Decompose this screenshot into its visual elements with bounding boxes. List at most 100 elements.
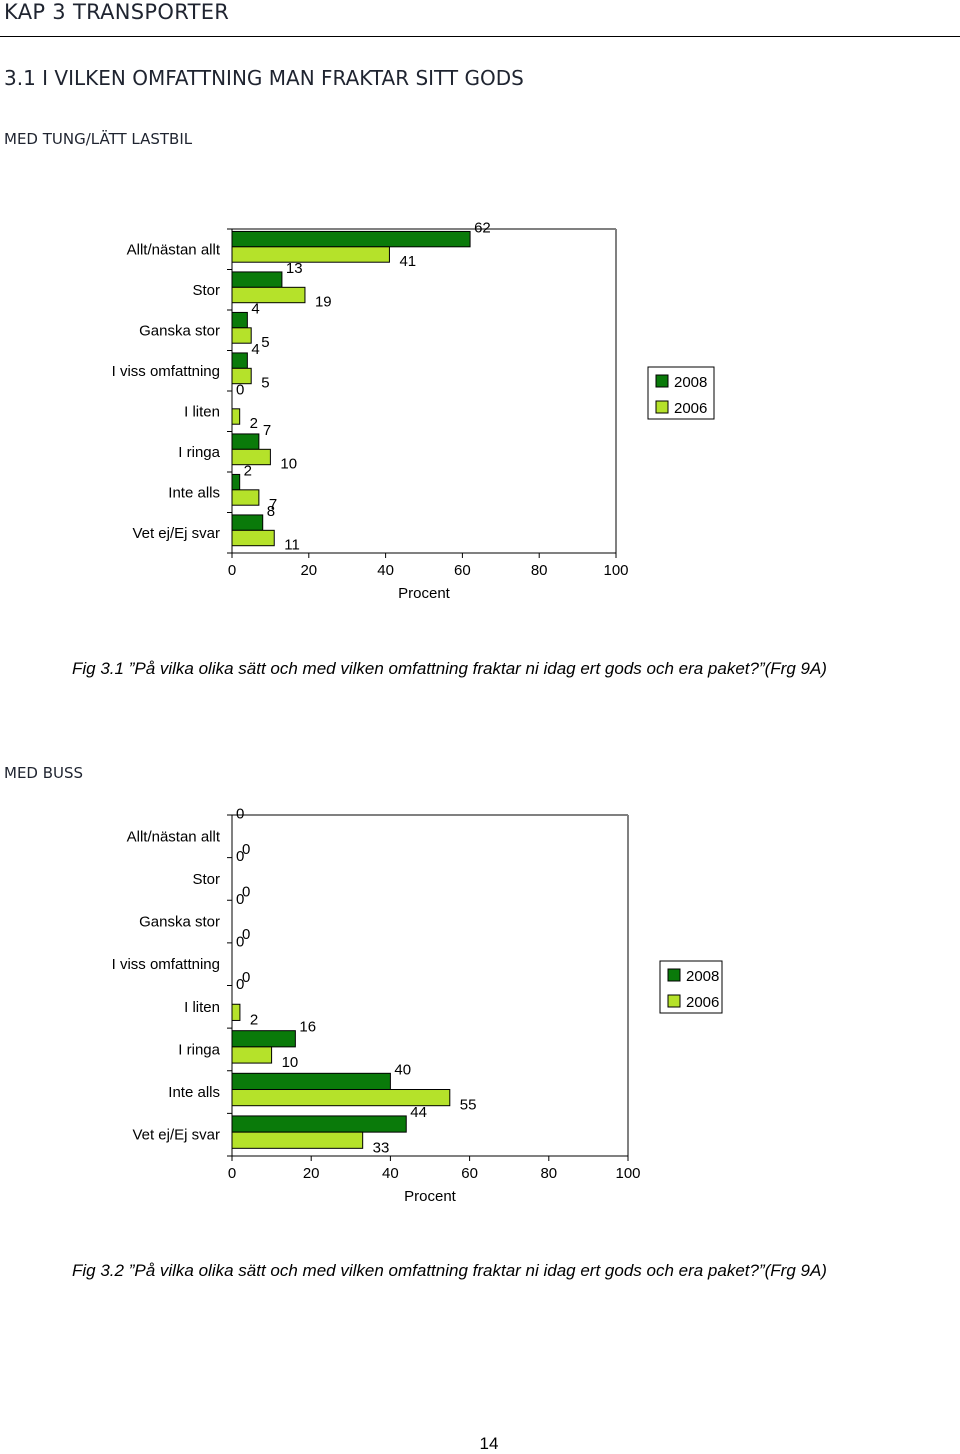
data-label: 62 — [474, 219, 491, 236]
data-label: 2 — [250, 1011, 258, 1028]
legend-swatch-2006 — [655, 400, 669, 414]
data-label: 2 — [250, 415, 258, 432]
bar-2006 — [231, 1003, 241, 1021]
data-label: 0 — [242, 926, 250, 943]
data-label: 13 — [286, 260, 303, 277]
data-label: 0 — [242, 884, 250, 901]
data-label: 7 — [269, 496, 277, 513]
category-label: Inte alls — [168, 484, 220, 501]
data-label: 41 — [399, 253, 416, 270]
legend-label: 2006 — [674, 400, 707, 417]
category-label: I ringa — [178, 444, 220, 461]
section-heading: 3.1 I VILKEN OMFATTNING MAN FRAKTAR SITT… — [4, 66, 524, 90]
category-label: Vet ej/Ej svar — [132, 525, 220, 542]
data-label: 44 — [410, 1104, 427, 1121]
figure-caption-2: Fig 3.2 ”På vilka olika sätt och med vil… — [72, 1261, 827, 1280]
bar-2006 — [231, 1131, 364, 1149]
data-label: 8 — [267, 503, 275, 520]
bar-2008 — [231, 352, 248, 369]
category-label: Vet ej/Ej svar — [132, 1127, 220, 1144]
legend-swatch-2006 — [667, 994, 681, 1008]
category-label: Stor — [192, 871, 220, 888]
legend-label: 2008 — [674, 374, 707, 391]
data-label: 0 — [236, 976, 244, 993]
x-tick-label: 20 — [303, 1165, 320, 1182]
data-label: 7 — [263, 422, 271, 439]
bar-2008 — [231, 1030, 296, 1048]
category-label: I liten — [184, 999, 220, 1016]
bar-2006 — [231, 529, 275, 547]
data-label: 16 — [299, 1019, 316, 1036]
bar-2006 — [231, 1089, 451, 1107]
bar-2006 — [231, 246, 390, 263]
bar-2008 — [231, 433, 260, 450]
data-label: 10 — [280, 456, 297, 473]
bar-2008 — [231, 1072, 391, 1091]
bar-2006 — [231, 327, 252, 344]
bar-2006 — [231, 1046, 273, 1064]
data-label: 0 — [242, 969, 250, 986]
figure-caption-1: Fig 3.1 ”På vilka olika sätt och med vil… — [72, 659, 827, 678]
data-label: 0 — [236, 381, 244, 398]
data-label: 19 — [315, 294, 332, 311]
data-label: 4 — [251, 300, 259, 317]
x-tick-label: 100 — [615, 1165, 640, 1182]
category-label: Inte alls — [168, 1084, 220, 1101]
bar-2006 — [231, 286, 306, 304]
bar-2006 — [231, 448, 271, 466]
category-label: Allt/nästan allt — [127, 828, 221, 845]
subsection-heading-bus: MED BUSS — [4, 764, 84, 782]
data-label: 0 — [236, 933, 244, 950]
category-label: Ganska stor — [139, 322, 220, 339]
data-label: 0 — [236, 848, 244, 865]
data-label: 4 — [251, 341, 259, 358]
category-label: Stor — [192, 282, 220, 299]
x-tick-label: 80 — [540, 1165, 557, 1182]
bar-2008 — [231, 311, 248, 329]
category-label: I liten — [184, 403, 220, 420]
x-tick-label: 0 — [228, 1165, 236, 1182]
legend-label: 2006 — [686, 994, 719, 1011]
chapter-heading: KAP 3 TRANSPORTER — [4, 0, 230, 24]
x-tick-label: 40 — [377, 562, 394, 579]
category-label: Ganska stor — [139, 914, 220, 931]
bar-2006 — [231, 489, 260, 506]
x-tick-label: 40 — [382, 1165, 399, 1182]
data-label: 0 — [236, 806, 244, 823]
data-label: 33 — [373, 1139, 390, 1156]
category-label: I ringa — [178, 1041, 220, 1058]
subsection-heading-truck: MED TUNG/LÄTT LASTBIL — [4, 130, 193, 148]
data-label: 0 — [242, 841, 250, 858]
legend-label: 2008 — [686, 968, 719, 985]
category-label: I viss omfattning — [112, 363, 220, 380]
bar-2006 — [231, 367, 252, 385]
bar-2008 — [231, 230, 471, 248]
data-label: 40 — [394, 1061, 411, 1078]
x-tick-label: 60 — [454, 562, 471, 579]
bar-2008 — [231, 271, 283, 288]
x-tick-label: 100 — [603, 562, 628, 579]
legend-swatch-2008 — [655, 374, 669, 388]
chapter-rule — [0, 36, 960, 37]
x-tick-label: 20 — [300, 562, 317, 579]
data-label: 11 — [284, 537, 300, 554]
x-tick-label: 60 — [461, 1165, 478, 1182]
data-label: 55 — [460, 1097, 477, 1114]
data-label: 0 — [236, 891, 244, 908]
data-label: 5 — [261, 334, 269, 351]
x-tick-label: 80 — [531, 562, 548, 579]
page-number: 14 — [479, 1434, 499, 1453]
x-tick-label: 0 — [228, 562, 236, 579]
category-label: I viss omfattning — [112, 956, 220, 973]
legend-swatch-2008 — [667, 968, 681, 982]
x-axis-title: Procent — [404, 1188, 457, 1205]
data-label: 10 — [282, 1054, 299, 1071]
bar-2008 — [231, 514, 264, 531]
data-label: 5 — [261, 375, 269, 392]
category-label: Allt/nästan allt — [127, 241, 221, 258]
bar-2006 — [231, 408, 241, 425]
bar-2008 — [231, 473, 241, 491]
data-label: 2 — [244, 462, 252, 479]
